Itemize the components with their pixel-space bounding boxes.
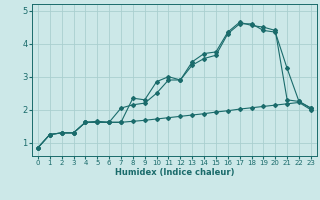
X-axis label: Humidex (Indice chaleur): Humidex (Indice chaleur) [115, 168, 234, 177]
